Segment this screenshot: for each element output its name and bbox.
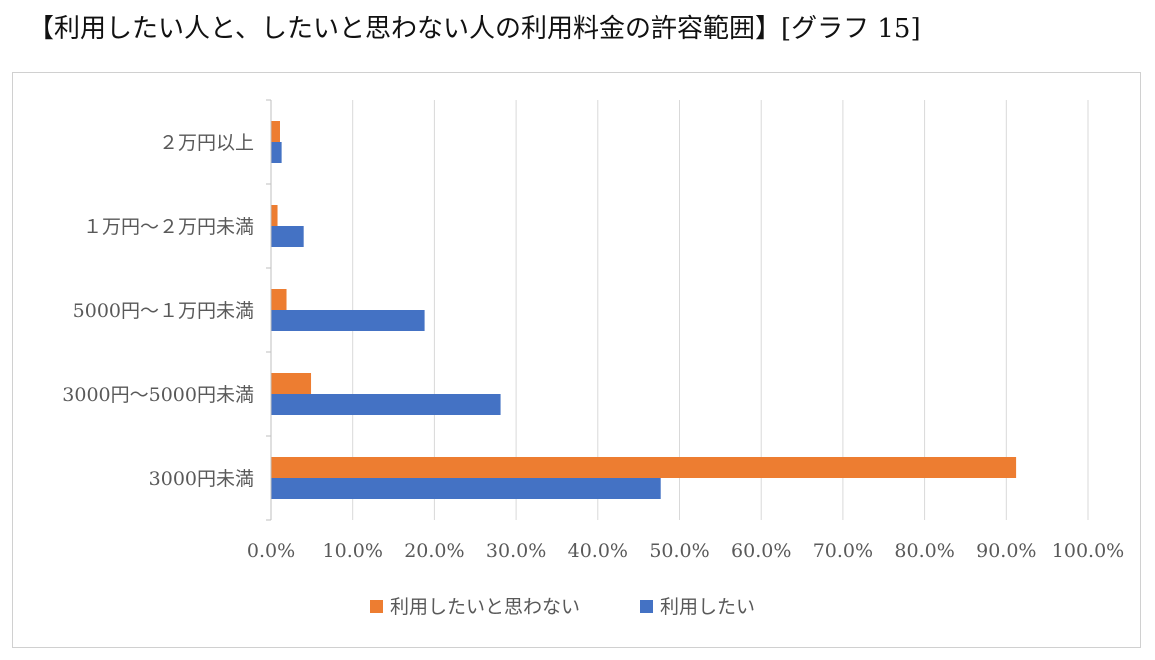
bar-not-want [271, 289, 287, 310]
bar-want [271, 226, 304, 247]
x-tick-label: 30.0% [486, 540, 546, 562]
page-title: 【利用したい人と、したいと思わない人の利用料金の許容範囲】[グラフ 15] [28, 14, 921, 44]
x-tick-label: 70.0% [813, 540, 873, 562]
bar-not-want [271, 457, 1017, 478]
x-tick-label: 100.0% [1052, 540, 1124, 562]
bar-not-want [271, 205, 278, 226]
y-category-label: ２万円以上 [159, 132, 254, 154]
x-tick-label: 0.0% [247, 540, 295, 562]
labels: 0.0% 10.0% 20.0% 30.0% 40.0% 50.0% 60.0% 70.0% 8… [62, 132, 1124, 562]
x-tick-label: 90.0% [976, 540, 1036, 562]
y-category-label: 3000円未満 [149, 468, 254, 490]
bar-want [271, 394, 501, 415]
y-category-label: １万円～２万円未満 [83, 216, 254, 238]
x-tick-label: 60.0% [731, 540, 791, 562]
x-tick-label: 40.0% [568, 540, 628, 562]
legend: 利用したいと思わない 利用したい [370, 596, 755, 618]
bar-want [271, 310, 425, 331]
chart-frame [12, 72, 1141, 648]
bar-not-want [271, 121, 280, 142]
bar-not-want [271, 373, 312, 394]
x-tick-label: 10.0% [323, 540, 383, 562]
bar-want [271, 142, 282, 163]
y-category-label: 3000円～5000円未満 [62, 384, 254, 406]
x-tick-label: 50.0% [649, 540, 709, 562]
axes [266, 99, 272, 521]
gridlines [352, 100, 1089, 520]
bar-want [271, 478, 661, 499]
legend-swatch [640, 600, 653, 613]
legend-swatch [370, 600, 383, 613]
x-tick-label: 80.0% [894, 540, 954, 562]
legend-label: 利用したいと思わない [390, 596, 580, 618]
y-category-label: 5000円～１万円未満 [73, 300, 254, 322]
bars [271, 121, 1017, 499]
legend-label: 利用したい [660, 596, 755, 618]
x-tick-label: 20.0% [404, 540, 464, 562]
